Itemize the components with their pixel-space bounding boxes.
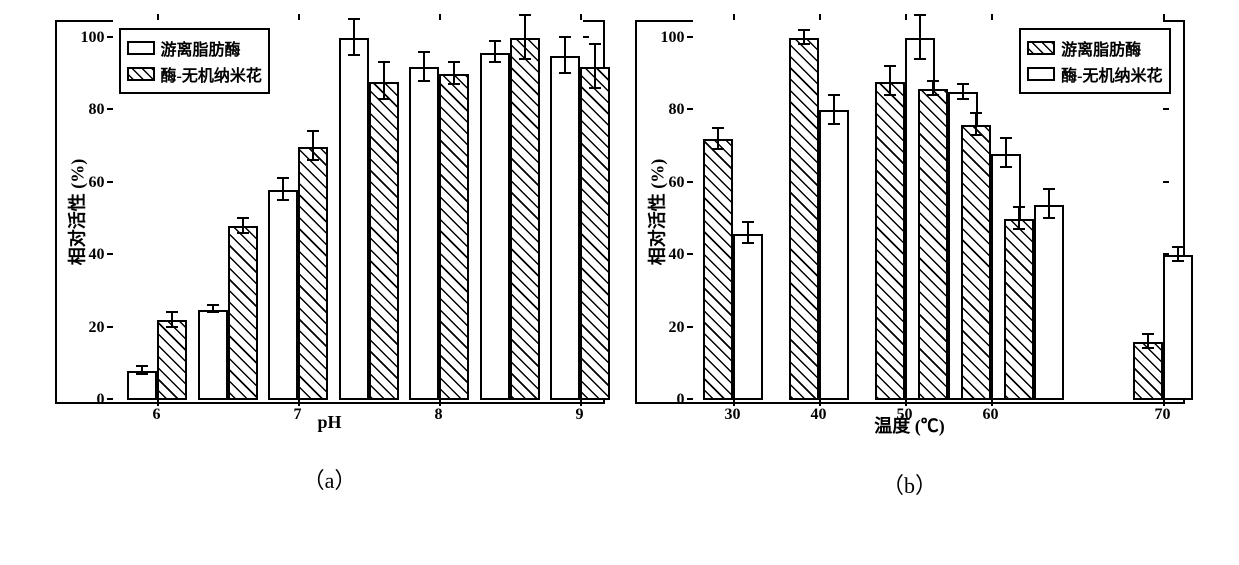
bar — [819, 110, 849, 400]
bar — [510, 38, 540, 400]
chart-a-legend: 游离脂肪酶酶-无机纳米花 — [119, 28, 270, 94]
y-tick-label: 80 — [89, 101, 113, 119]
chart-b-ylabel: 相对活性 (%) — [643, 159, 669, 266]
legend-swatch — [127, 41, 155, 55]
chart-a-ylabel: 相对活性 (%) — [63, 159, 89, 266]
bar — [369, 82, 399, 400]
legend-item: 游离脂肪酶 — [1027, 36, 1162, 60]
panel-a: 相对活性 (%) 游离脂肪酶酶-无机纳米花 0204060801006789 p… — [55, 20, 605, 500]
bar — [961, 125, 991, 400]
chart-a-xlabel: pH — [317, 412, 341, 433]
bar — [703, 139, 733, 400]
panel-b: 相对活性 (%) 游离脂肪酶酶-无机纳米花 020406080100304050… — [635, 20, 1185, 500]
chart-a-caption: （a） — [303, 463, 357, 495]
y-tick-label: 60 — [89, 174, 113, 192]
chart-b-caption: （b） — [882, 468, 937, 500]
bar — [480, 53, 510, 400]
y-tick-label: 20 — [89, 319, 113, 337]
legend-swatch — [1027, 67, 1055, 81]
y-tick-label: 20 — [669, 319, 693, 337]
chart-a-box: 相对活性 (%) 游离脂肪酶酶-无机纳米花 0204060801006789 — [55, 20, 605, 404]
bar — [298, 147, 328, 400]
bar — [1004, 219, 1034, 400]
legend-label: 游离脂肪酶 — [161, 36, 241, 60]
bar — [580, 67, 610, 400]
legend-label: 酶-无机纳米花 — [161, 62, 262, 86]
bar — [918, 89, 948, 400]
legend-item: 游离脂肪酶 — [127, 36, 262, 60]
bar — [550, 56, 580, 400]
legend-swatch — [1027, 41, 1055, 55]
y-tick-label: 0 — [677, 391, 693, 409]
legend-item: 酶-无机纳米花 — [1027, 62, 1162, 86]
bar — [157, 320, 187, 400]
legend-item: 酶-无机纳米花 — [127, 62, 262, 86]
y-tick-label: 100 — [661, 29, 693, 47]
bar — [1133, 342, 1163, 400]
bar — [1034, 205, 1064, 400]
bar — [198, 310, 228, 400]
chart-b-box: 相对活性 (%) 游离脂肪酶酶-无机纳米花 020406080100304050… — [635, 20, 1185, 404]
bar — [733, 234, 763, 400]
bar — [228, 226, 258, 400]
y-tick-label: 80 — [669, 101, 693, 119]
bar — [1163, 255, 1193, 400]
bar — [875, 82, 905, 400]
legend-label: 酶-无机纳米花 — [1061, 62, 1162, 86]
y-tick-label: 60 — [669, 174, 693, 192]
y-tick-label: 40 — [669, 246, 693, 264]
chart-b-legend: 游离脂肪酶酶-无机纳米花 — [1019, 28, 1170, 94]
legend-swatch — [127, 67, 155, 81]
legend-label: 游离脂肪酶 — [1061, 36, 1141, 60]
bar — [409, 67, 439, 400]
y-tick-label: 40 — [89, 246, 113, 264]
bar — [268, 190, 298, 400]
bar — [339, 38, 369, 400]
bar — [439, 74, 469, 400]
panels-container: 相对活性 (%) 游离脂肪酶酶-无机纳米花 0204060801006789 p… — [20, 20, 1219, 500]
bar — [127, 371, 157, 400]
y-tick-label: 0 — [97, 391, 113, 409]
y-tick-label: 100 — [81, 29, 113, 47]
bar — [789, 38, 819, 400]
